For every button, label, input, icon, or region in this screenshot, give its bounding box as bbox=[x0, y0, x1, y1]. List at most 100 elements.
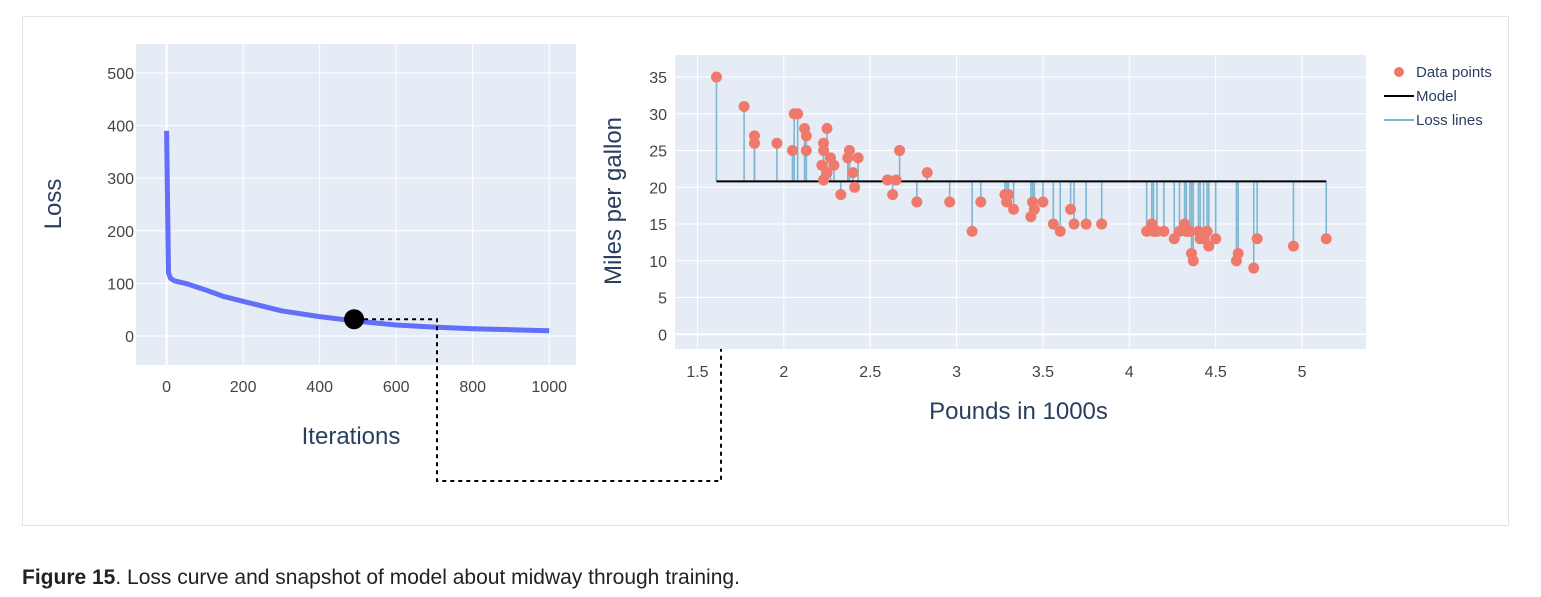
model-x-tick-4: 3.5 bbox=[1032, 364, 1054, 381]
data-point-13 bbox=[818, 145, 830, 157]
model-ticks: 1.5 2 2.5 3 3.5 4 4.5 5 0 5 10 15 20 25 30 35 bbox=[649, 70, 1306, 381]
loss-x-tick-2: 400 bbox=[306, 379, 333, 396]
legend-data-points-label: Data points bbox=[1416, 64, 1492, 81]
data-point-4 bbox=[771, 137, 783, 149]
model-x-tick-3: 3 bbox=[952, 364, 961, 381]
data-point-16 bbox=[821, 167, 833, 179]
model-y-tick-3: 15 bbox=[649, 217, 667, 234]
loss-ticks: 0 200 400 600 800 1000 0 100 200 300 400 500 bbox=[107, 66, 567, 396]
loss-y-tick-0: 0 bbox=[125, 329, 134, 346]
loss-grid bbox=[136, 44, 576, 365]
figure-number: Figure 15 bbox=[22, 566, 116, 589]
data-point-42 bbox=[1047, 218, 1059, 230]
data-point-32 bbox=[966, 225, 978, 237]
model-plot-area bbox=[675, 55, 1366, 349]
data-point-31 bbox=[944, 196, 956, 208]
model-y-tick-0: 0 bbox=[658, 327, 667, 344]
data-point-29 bbox=[911, 196, 923, 208]
model-chart: 1.5 2 2.5 3 3.5 4 4.5 5 0 5 10 15 20 25 30 35 Pounds in… bbox=[600, 55, 1492, 425]
data-point-40 bbox=[1028, 203, 1040, 215]
data-point-1 bbox=[738, 100, 750, 112]
figure-caption: Figure 15. Loss curve and snapshot of mo… bbox=[22, 566, 740, 590]
data-point-45 bbox=[1068, 218, 1080, 230]
loss-x-axis-title: Iterations bbox=[302, 423, 401, 450]
legend: Data points Model Loss lines bbox=[1384, 64, 1492, 129]
data-point-63 bbox=[1201, 225, 1213, 237]
data-point-18 bbox=[828, 159, 840, 171]
loss-curve bbox=[164, 130, 550, 334]
data-point-65 bbox=[1210, 233, 1222, 245]
model-x-axis-title: Pounds in 1000s bbox=[929, 398, 1108, 425]
data-point-5 bbox=[786, 145, 798, 157]
data-point-15 bbox=[821, 123, 833, 134]
data-point-30 bbox=[921, 167, 933, 179]
data-point-26 bbox=[887, 189, 899, 201]
data-point-10 bbox=[800, 145, 812, 157]
loss-x-tick-3: 600 bbox=[383, 379, 410, 396]
loss-x-tick-4: 800 bbox=[459, 379, 486, 396]
midway-marker bbox=[344, 309, 365, 330]
data-point-68 bbox=[1248, 262, 1260, 274]
data-point-27 bbox=[890, 174, 902, 186]
loss-y-tick-2: 200 bbox=[107, 224, 134, 241]
model-y-tick-1: 5 bbox=[658, 291, 667, 308]
model-x-tick-6: 4.5 bbox=[1205, 364, 1227, 381]
data-point-67 bbox=[1232, 247, 1244, 259]
data-point-71 bbox=[1320, 233, 1332, 245]
data-point-21 bbox=[843, 145, 855, 157]
data-point-37 bbox=[1008, 203, 1020, 215]
model-y-tick-2: 10 bbox=[649, 254, 667, 271]
data-point-0 bbox=[710, 71, 722, 83]
model-y-tick-5: 25 bbox=[649, 144, 667, 161]
data-point-47 bbox=[1096, 218, 1108, 230]
data-point-24 bbox=[852, 152, 864, 164]
loss-chart: 0 200 400 600 800 1000 0 100 200 300 400 500 Iterat… bbox=[40, 44, 576, 450]
data-point-33 bbox=[975, 196, 987, 208]
loss-x-tick-1: 200 bbox=[230, 379, 257, 396]
data-point-70 bbox=[1287, 240, 1299, 252]
loss-y-tick-5: 500 bbox=[107, 66, 134, 83]
loss-y-tick-1: 100 bbox=[107, 276, 134, 293]
data-point-7 bbox=[792, 108, 804, 120]
data-point-64 bbox=[1203, 240, 1215, 252]
loss-x-tick-0: 0 bbox=[162, 379, 171, 396]
data-point-3 bbox=[748, 137, 760, 149]
caption-text: . Loss curve and snapshot of model about… bbox=[115, 566, 740, 589]
loss-y-tick-4: 400 bbox=[107, 119, 134, 136]
model-x-tick-2: 2.5 bbox=[859, 364, 881, 381]
loss-y-tick-3: 300 bbox=[107, 171, 134, 188]
model-y-tick-6: 30 bbox=[649, 107, 667, 124]
data-point-19 bbox=[835, 189, 847, 201]
data-point-23 bbox=[849, 181, 861, 193]
data-point-9 bbox=[800, 130, 812, 142]
connector-arrow-line bbox=[364, 202, 722, 482]
data-point-46 bbox=[1080, 218, 1092, 230]
legend-data-points-symbol bbox=[1394, 67, 1404, 77]
model-y-axis-title: Miles per gallon bbox=[600, 117, 627, 285]
model-x-tick-1: 2 bbox=[779, 364, 788, 381]
loss-lines bbox=[715, 77, 1328, 269]
data-point-22 bbox=[847, 167, 859, 179]
legend-loss-lines-label: Loss lines bbox=[1416, 112, 1483, 129]
data-point-44 bbox=[1065, 203, 1077, 215]
loss-x-tick-5: 1000 bbox=[531, 379, 567, 396]
model-y-tick-4: 20 bbox=[649, 180, 667, 197]
data-point-28 bbox=[894, 145, 906, 157]
data-points bbox=[710, 71, 1332, 274]
figure-frame: 0 200 400 600 800 1000 0 100 200 300 400 500 Iterat… bbox=[22, 16, 1509, 526]
loss-y-axis-title: Loss bbox=[40, 179, 67, 230]
data-point-43 bbox=[1054, 225, 1066, 237]
model-x-tick-7: 5 bbox=[1298, 364, 1307, 381]
data-point-41 bbox=[1037, 196, 1049, 208]
legend-model-label: Model bbox=[1416, 88, 1457, 105]
data-point-25 bbox=[881, 174, 893, 186]
data-point-52 bbox=[1158, 225, 1170, 237]
data-point-57 bbox=[1184, 225, 1196, 237]
model-x-tick-0: 1.5 bbox=[686, 364, 708, 381]
model-x-tick-5: 4 bbox=[1125, 364, 1134, 381]
model-y-tick-7: 35 bbox=[649, 70, 667, 87]
data-point-36 bbox=[1002, 189, 1014, 201]
data-point-59 bbox=[1187, 255, 1199, 267]
data-point-69 bbox=[1251, 233, 1263, 245]
